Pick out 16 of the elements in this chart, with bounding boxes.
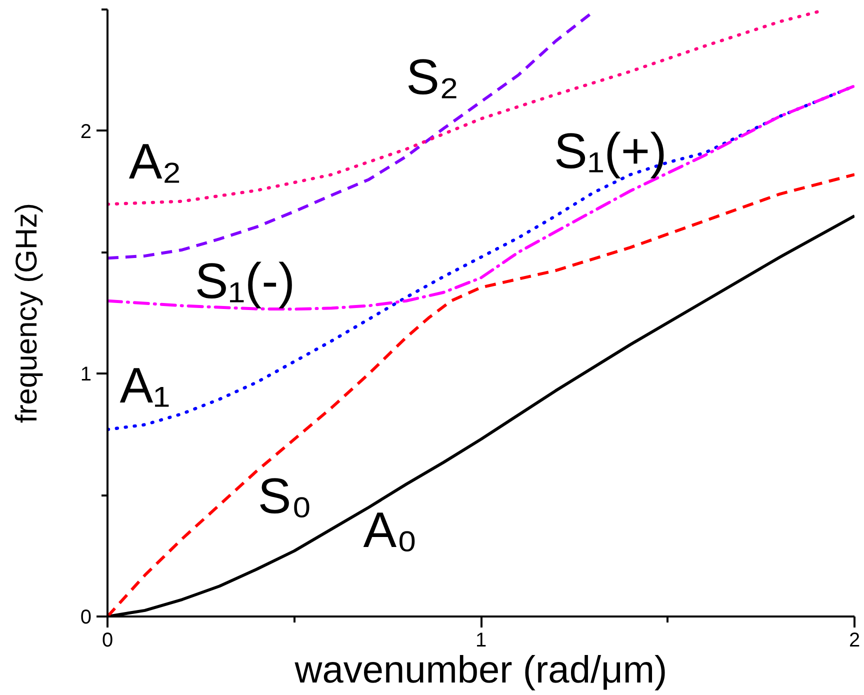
y-tick-label: 1 xyxy=(80,364,92,386)
annotation: S₁(+) xyxy=(554,122,667,179)
y-tick-label: 2 xyxy=(80,120,92,143)
annotation: S₂ xyxy=(406,48,459,105)
annotation: A₀ xyxy=(363,502,418,558)
y-axis-title: frequency (GHz) xyxy=(10,202,44,424)
x-tick-label: 2 xyxy=(848,630,860,652)
x-axis-title: wavenumber (rad/μm) xyxy=(294,650,668,692)
x-tick-label: 1 xyxy=(475,630,487,652)
y-tick-label: 0 xyxy=(80,606,92,628)
x-tick-label: 0 xyxy=(102,630,114,652)
annotation: S₁(-) xyxy=(194,252,295,309)
annotation: A₁ xyxy=(120,358,170,414)
line-series xyxy=(108,10,819,206)
annotation: A₂ xyxy=(128,133,182,190)
annotation: S₀ xyxy=(258,468,312,524)
